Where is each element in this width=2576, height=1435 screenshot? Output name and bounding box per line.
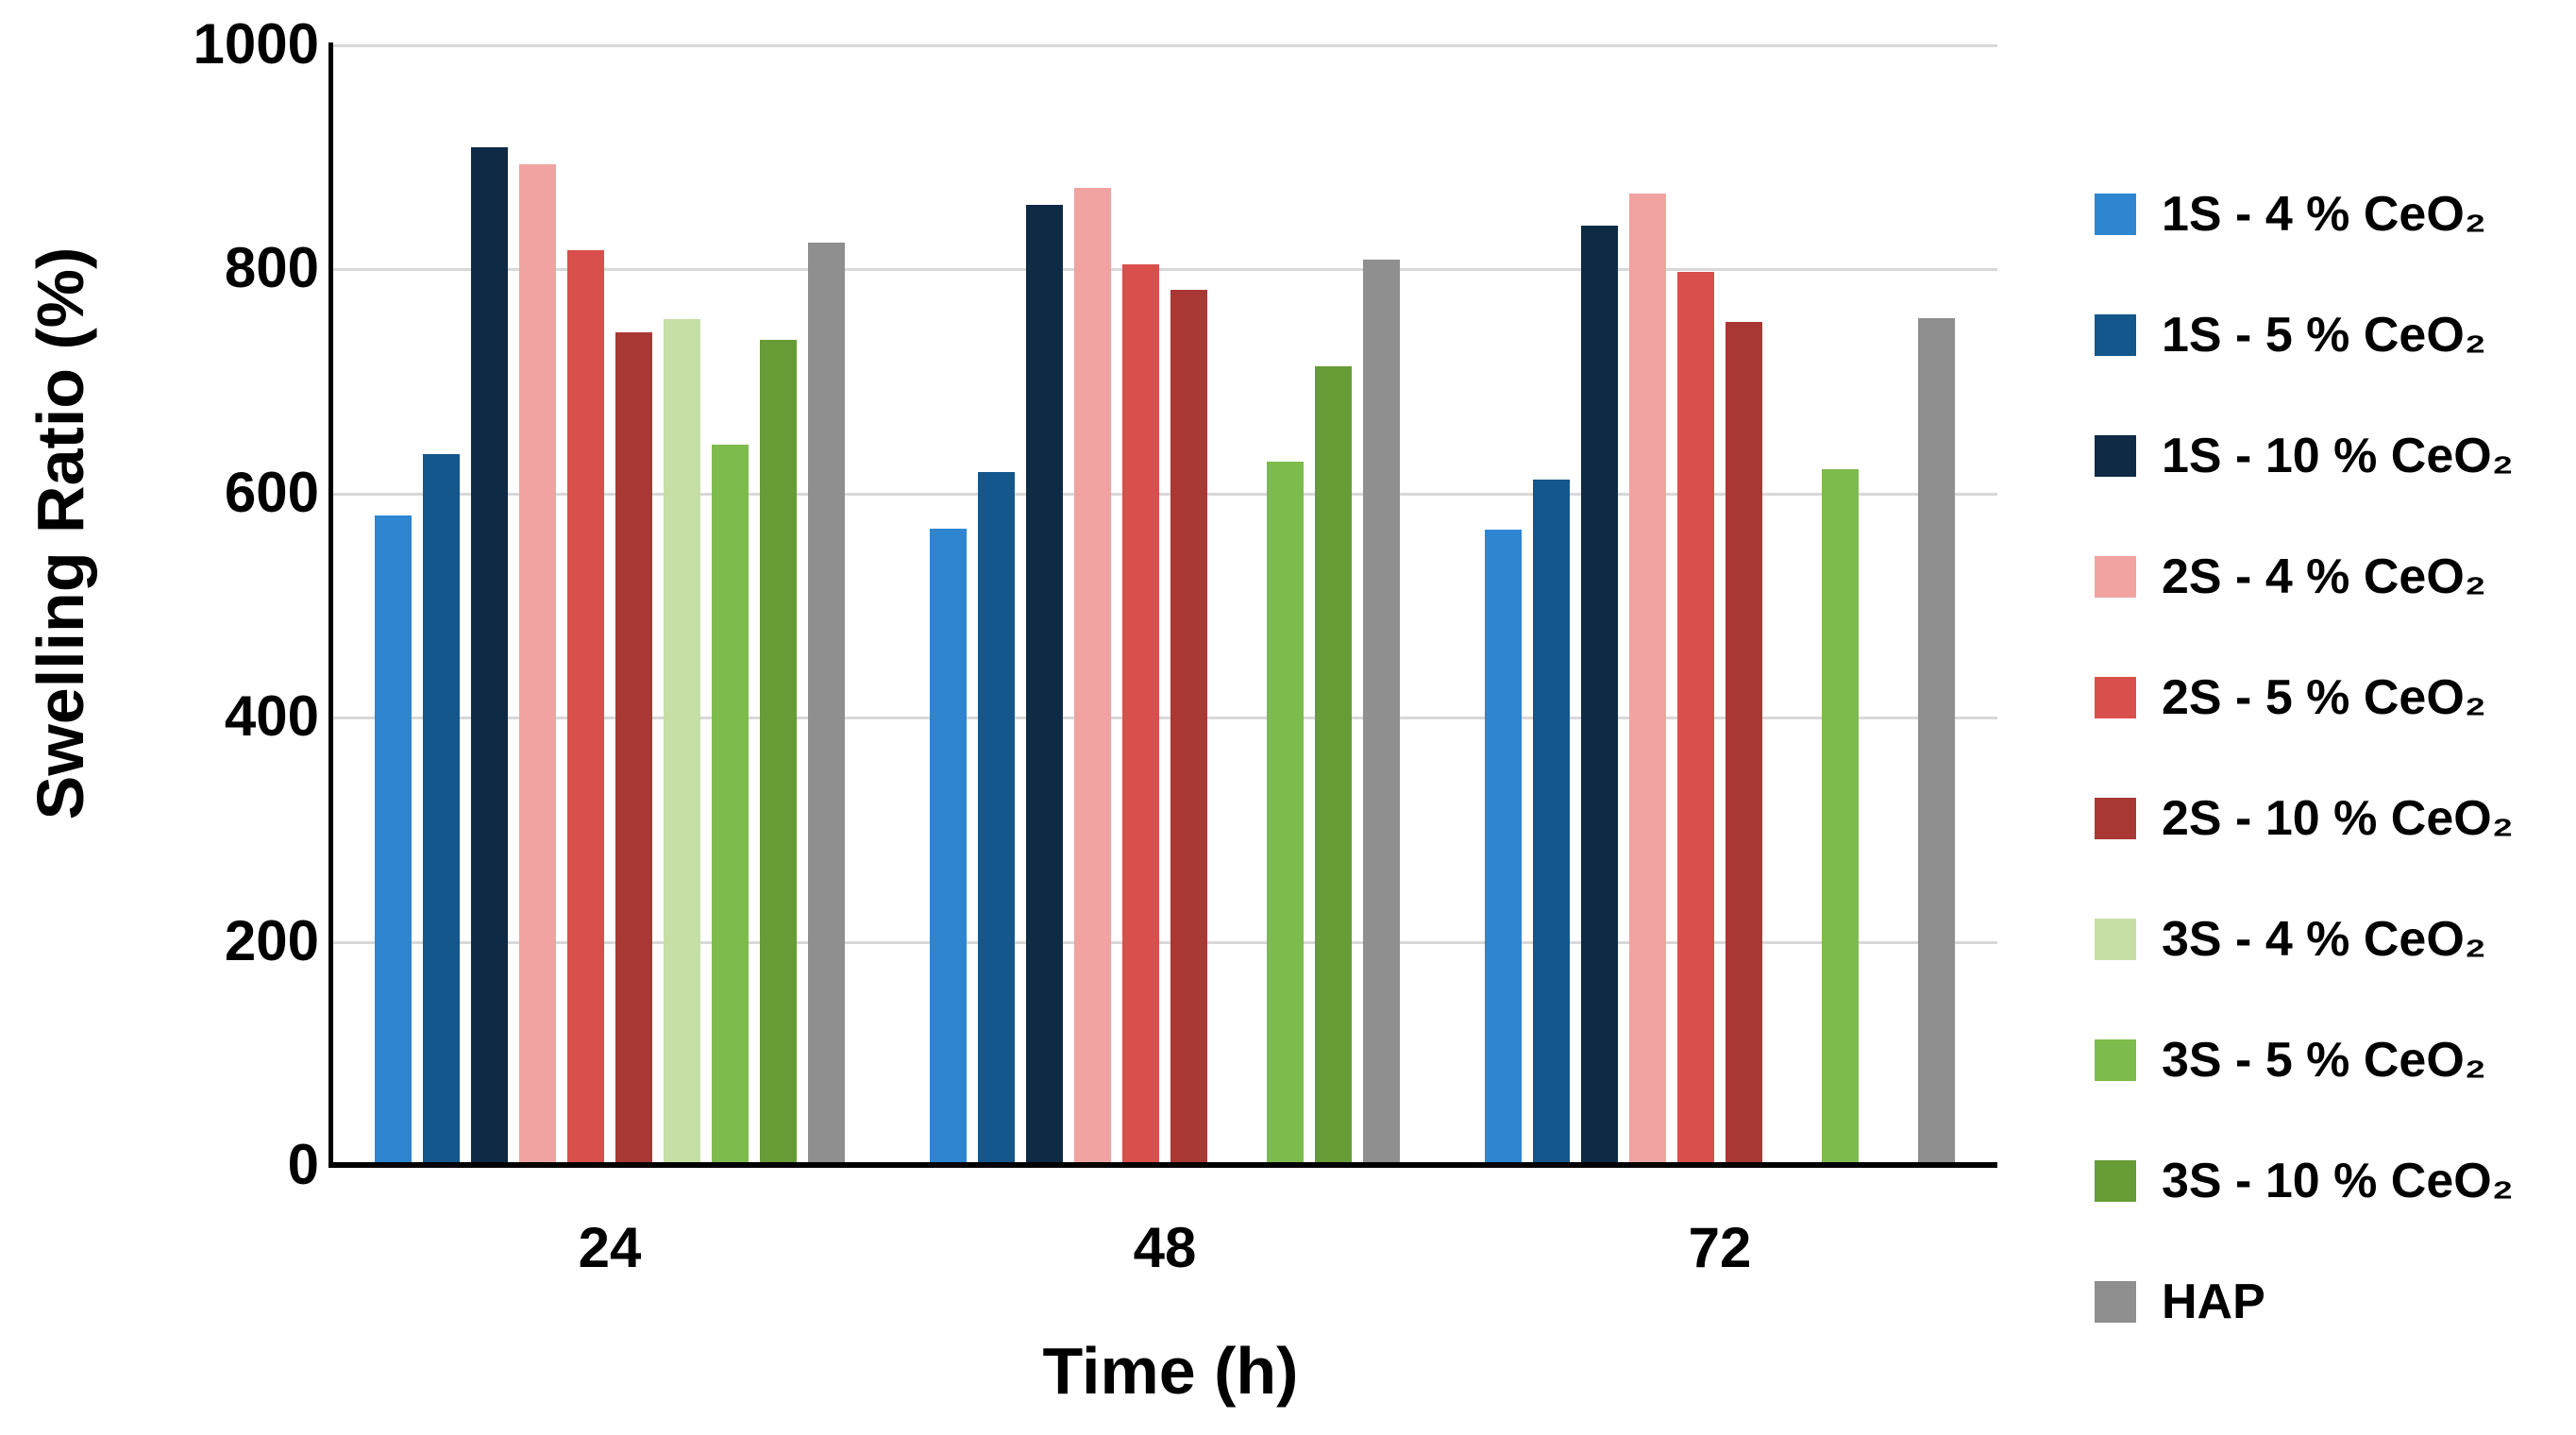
- legend-swatch-icon: [2095, 435, 2136, 477]
- bar-48h-series-10: [1363, 259, 1400, 1165]
- x-axis-line: [332, 1162, 1997, 1168]
- bar-48h-series-4: [1074, 187, 1111, 1165]
- x-tick-label-48: 48: [1133, 1216, 1197, 1279]
- bar-24h-series-5: [567, 250, 604, 1165]
- bar-24h-series-8: [712, 444, 749, 1165]
- legend-swatch-icon: [2095, 677, 2136, 718]
- bar-24h-series-9: [760, 340, 797, 1165]
- gridline-600: [332, 492, 1997, 496]
- legend-swatch-icon: [2095, 1281, 2136, 1323]
- bar-48h-series-6: [1170, 289, 1207, 1165]
- legend-label: 2S - 10 % CeO₂: [2162, 791, 2514, 846]
- bar-24h-series-4: [519, 164, 556, 1165]
- legend-label: 3S - 4 % CeO₂: [2162, 912, 2486, 967]
- legend-swatch-icon: [2095, 919, 2136, 960]
- gridline-800: [332, 268, 1997, 272]
- x-tick-label-72: 72: [1688, 1216, 1752, 1279]
- y-tick-label-0: 0: [287, 1133, 319, 1196]
- bar-24h-series-3: [471, 147, 508, 1165]
- bar-48h-series-5: [1122, 263, 1159, 1165]
- legend-label: 1S - 4 % CeO₂: [2162, 187, 2486, 242]
- bar-24h-series-7: [664, 318, 700, 1165]
- chart-legend: 1S - 4 % CeO₂ 1S - 5 % CeO₂ 1S - 10 % CeO₂…: [2095, 0, 2576, 1435]
- bar-72h-series-8: [1822, 468, 1859, 1165]
- legend-swatch-icon: [2095, 1160, 2136, 1202]
- legend-label: 1S - 5 % CeO₂: [2162, 308, 2486, 363]
- y-tick-label-1000: 1000: [193, 12, 319, 76]
- y-tick-label-400: 400: [224, 684, 319, 749]
- y-tick-label-600: 600: [224, 460, 319, 524]
- legend-label: 2S - 4 % CeO₂: [2162, 549, 2486, 604]
- gridline-400: [332, 717, 1997, 720]
- legend-item-7: 3S - 4 % CeO₂: [2095, 911, 2486, 968]
- bar-48h-series-9: [1315, 365, 1352, 1165]
- legend-item-10: HAP: [2095, 1274, 2265, 1330]
- bar-48h-series-1: [930, 528, 967, 1165]
- legend-item-8: 3S - 5 % CeO₂: [2095, 1032, 2486, 1089]
- legend-swatch-icon: [2095, 798, 2136, 839]
- bar-24h-series-10: [808, 243, 845, 1165]
- legend-item-5: 2S - 5 % CeO₂: [2095, 669, 2486, 726]
- bar-24h-series-2: [423, 454, 460, 1165]
- bar-72h-series-4: [1629, 193, 1666, 1165]
- legend-item-9: 3S - 10 % CeO₂: [2095, 1153, 2514, 1209]
- bar-48h-series-2: [978, 472, 1015, 1165]
- bar-72h-series-6: [1726, 322, 1762, 1165]
- legend-label: 3S - 10 % CeO₂: [2162, 1154, 2514, 1208]
- gridline-1000: [332, 44, 1997, 47]
- bar-72h-series-1: [1485, 529, 1522, 1165]
- x-axis-title: Time (h): [1042, 1334, 1299, 1408]
- plot-area: [332, 44, 1997, 1165]
- bar-72h-series-3: [1581, 226, 1618, 1165]
- legend-label: 2S - 5 % CeO₂: [2162, 670, 2486, 725]
- bar-72h-series-5: [1677, 271, 1714, 1165]
- legend-label: 3S - 5 % CeO₂: [2162, 1033, 2486, 1088]
- legend-item-6: 2S - 10 % CeO₂: [2095, 790, 2514, 847]
- legend-item-1: 1S - 4 % CeO₂: [2095, 186, 2486, 243]
- x-tick-label-24: 24: [578, 1216, 642, 1279]
- y-axis-line: [328, 42, 333, 1168]
- bar-48h-series-8: [1267, 461, 1304, 1165]
- bar-72h-series-10: [1918, 317, 1955, 1165]
- legend-swatch-icon: [2095, 1039, 2136, 1081]
- legend-swatch-icon: [2095, 194, 2136, 235]
- y-tick-label-800: 800: [224, 236, 319, 300]
- legend-label: 1S - 10 % CeO₂: [2162, 429, 2514, 483]
- legend-item-3: 1S - 10 % CeO₂: [2095, 428, 2514, 484]
- bar-48h-series-3: [1026, 204, 1063, 1165]
- y-tick-label-200: 200: [224, 908, 319, 972]
- legend-swatch-icon: [2095, 314, 2136, 356]
- legend-swatch-icon: [2095, 556, 2136, 598]
- legend-label: HAP: [2162, 1275, 2265, 1329]
- gridline-200: [332, 940, 1997, 944]
- bar-24h-series-6: [615, 332, 652, 1165]
- bar-72h-series-2: [1533, 479, 1570, 1165]
- legend-item-2: 1S - 5 % CeO₂: [2095, 307, 2486, 363]
- bar-24h-series-1: [375, 515, 412, 1165]
- legend-item-4: 2S - 4 % CeO₂: [2095, 549, 2486, 605]
